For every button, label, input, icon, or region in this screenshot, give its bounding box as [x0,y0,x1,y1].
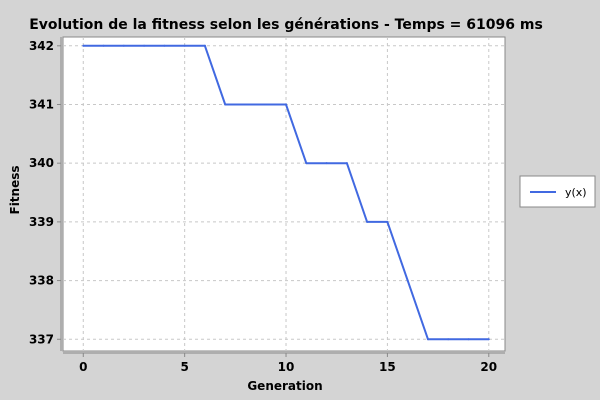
data-point [325,162,328,165]
x-tick-label: 5 [180,360,188,374]
data-point [487,338,490,341]
data-point [386,220,389,223]
data-point [183,44,186,47]
data-point [203,44,206,47]
data-point [122,44,125,47]
chart-title: Evolution de la fitness selon les généra… [29,17,543,33]
data-point [102,44,105,47]
x-tick-label: 10 [278,360,295,374]
x-tick-label: 20 [480,360,497,374]
y-tick-label: 342 [29,39,54,53]
data-point [163,44,166,47]
x-axis: 0 5 10 15 20 [63,352,505,374]
data-point [467,338,470,341]
y-tick-label: 339 [29,215,54,229]
data-point [264,103,267,106]
legend: y(x) [519,175,596,208]
data-point [345,162,348,165]
x-axis-label: Generation [247,379,322,393]
data-point [244,103,247,106]
y-tick-label: 338 [29,274,54,288]
legend-box [519,175,596,208]
data-point [426,338,429,341]
data-point [366,220,369,223]
x-tick-label: 0 [79,360,87,374]
y-axis-label: Fitness [8,165,22,214]
y-axis: 337 338 339 340 341 342 [29,37,62,351]
legend-label: y(x) [565,186,587,199]
series-layer [82,44,490,341]
x-tick-label: 15 [379,360,396,374]
y-tick-label: 340 [29,156,54,170]
data-point [447,338,450,341]
data-point [305,162,308,165]
y-tick-label: 341 [29,97,54,111]
plot-area [62,36,506,352]
data-point [285,103,288,106]
data-point [406,279,409,282]
y-tick-label: 337 [29,332,54,346]
data-point [224,103,227,106]
data-point [143,44,146,47]
data-point [82,44,85,47]
